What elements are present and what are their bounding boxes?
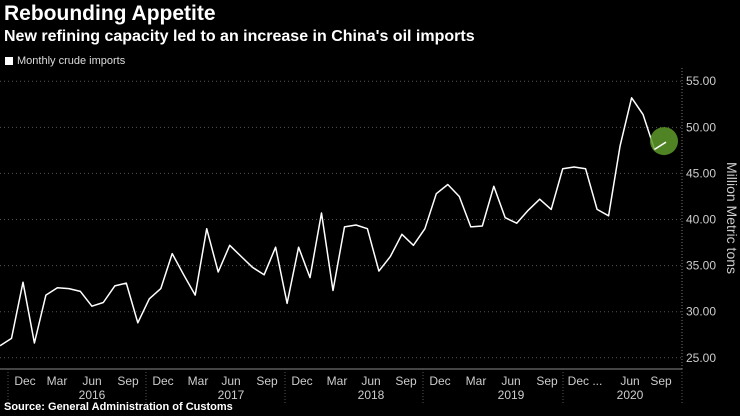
x-tick-label: Jun — [82, 374, 101, 388]
highlight-marker — [650, 127, 678, 156]
x-year-label: 2018 — [358, 388, 385, 402]
x-tick-label: Sep — [650, 374, 672, 388]
legend-swatch — [5, 57, 13, 65]
x-tick-label: Sep — [536, 374, 558, 388]
x-tick-label: Jun — [221, 374, 240, 388]
x-year-label: 2016 — [79, 388, 106, 402]
chart-title: Rebounding Appetite — [4, 2, 216, 25]
y-tick-label: 45.00 — [686, 166, 716, 180]
chart-subtitle: New refining capacity led to an increase… — [4, 28, 475, 45]
x-tick-label: Dec — [14, 374, 35, 388]
x-year-label: 2019 — [498, 388, 525, 402]
x-tick-label: Dec — [291, 374, 312, 388]
x-tick-label: Dec — [429, 374, 450, 388]
x-tick-label: Mar — [327, 374, 348, 388]
y-axis-title: Million Metric tons — [724, 162, 740, 274]
y-tick-label: 40.00 — [686, 213, 716, 227]
x-tick-label: Jun — [620, 374, 639, 388]
x-year-label: 2020 — [617, 388, 644, 402]
x-year-label: 2017 — [218, 388, 245, 402]
x-tick-label: Mar — [466, 374, 487, 388]
x-tick-label: Jun — [361, 374, 380, 388]
x-tick-label: Sep — [117, 374, 139, 388]
y-tick-label: 35.00 — [686, 259, 716, 273]
x-tick-label: Sep — [256, 374, 278, 388]
series-line — [0, 97, 667, 347]
x-tick-label: Mar — [47, 374, 68, 388]
y-tick-label: 30.00 — [686, 305, 716, 319]
y-tick-label: 25.00 — [686, 351, 716, 365]
x-tick-label: Sep — [395, 374, 417, 388]
x-tick-label: Dec ... — [568, 374, 603, 388]
y-tick-label: 50.00 — [686, 120, 716, 134]
x-tick-label: Jun — [501, 374, 520, 388]
x-tick-label: Dec — [152, 374, 173, 388]
y-tick-label: 55.00 — [686, 74, 716, 88]
x-tick-label: Mar — [188, 374, 209, 388]
legend: Monthly crude imports — [5, 55, 125, 67]
highlight-line-segment — [654, 141, 667, 151]
legend-label: Monthly crude imports — [17, 55, 126, 67]
source-note: Source: General Administration of Custom… — [4, 401, 233, 413]
